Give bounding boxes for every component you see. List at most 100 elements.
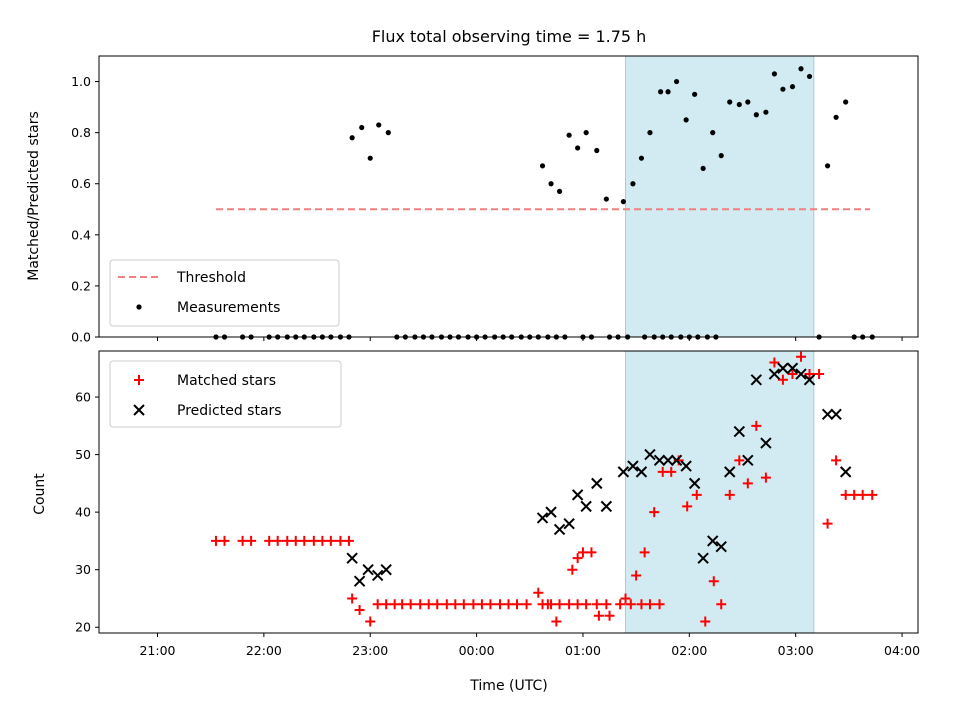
measurement-point — [349, 135, 355, 141]
matched-star-point — [787, 369, 798, 380]
predicted-star-point — [346, 552, 358, 564]
measurement-point — [843, 99, 849, 105]
measurement-point — [789, 84, 796, 90]
matched-star-point — [503, 599, 514, 610]
measurement-point — [658, 89, 664, 95]
y-tick-label: 0.4 — [71, 227, 91, 242]
measurement-point — [745, 99, 751, 105]
y-tick-label: 20 — [75, 620, 91, 635]
matched-star-point — [620, 593, 631, 604]
legend-matched-swatch — [134, 375, 144, 385]
measurement-point — [798, 66, 804, 72]
matched-star-point — [734, 455, 745, 466]
y-tick-label: 0.8 — [71, 125, 91, 140]
matched-star-point — [458, 599, 469, 610]
matched-star-point — [343, 535, 354, 546]
matched-star-point — [567, 564, 578, 575]
predicted-star-point — [353, 575, 366, 587]
matched-star-point — [246, 535, 257, 546]
matched-star-point — [796, 351, 806, 362]
measurement-point — [780, 86, 786, 92]
legend-measurement-swatch — [136, 304, 142, 310]
top-y-axis-label: Matched/Predicted stars — [26, 111, 42, 281]
matched-star-point — [840, 489, 851, 500]
top-plot-frame — [98, 55, 919, 338]
measurement-point — [359, 124, 365, 131]
predicted-star-point — [653, 454, 666, 467]
measurement-point — [692, 91, 698, 97]
matched-star-point — [657, 466, 668, 477]
matched-star-point — [639, 547, 650, 558]
predicted-star-point — [362, 563, 374, 576]
predicted-star-point — [600, 500, 613, 513]
measurement-point — [833, 114, 839, 120]
matched-star-point — [831, 455, 842, 466]
matched-star-point — [335, 535, 346, 546]
matched-star-point — [631, 570, 642, 581]
measurement-point — [763, 109, 769, 115]
predicted-star-point — [697, 552, 709, 564]
matched-star-point — [751, 420, 762, 431]
matched-star-point — [666, 466, 677, 477]
matched-star-point — [325, 535, 336, 546]
measurement-point — [385, 130, 391, 136]
predicted-star-point — [635, 466, 648, 478]
matched-star-point — [615, 599, 626, 610]
matched-star-point — [581, 599, 592, 610]
predicted-star-point — [724, 466, 736, 478]
y-tick-label: 40 — [75, 505, 91, 520]
matched-star-point — [708, 576, 719, 587]
legend-matched-label: Matched stars — [177, 373, 276, 389]
predicted-star-point — [662, 454, 674, 467]
matched-star-point — [591, 599, 602, 610]
matched-star-point — [564, 599, 575, 610]
measurement-point — [638, 155, 645, 161]
measurement-point — [376, 122, 382, 128]
matched-star-point — [804, 369, 815, 380]
matched-star-point — [308, 535, 319, 546]
measurement-point — [673, 78, 680, 85]
matched-star-point — [397, 599, 408, 610]
matched-star-point — [867, 489, 878, 500]
measurement-point — [566, 132, 572, 138]
predicted-star-point — [371, 569, 384, 582]
matched-star-point — [264, 535, 275, 546]
measurement-point — [539, 163, 546, 169]
measurement-point — [647, 130, 653, 136]
matched-star-point — [742, 478, 753, 489]
legend-measurement-label: Measurements — [177, 300, 280, 316]
matched-star-point — [625, 599, 636, 610]
matched-star-point — [586, 547, 597, 558]
predicted-star-point — [742, 454, 754, 467]
matched-star-point — [604, 610, 615, 621]
predicted-star-point — [545, 506, 557, 518]
predicted-star-point — [553, 523, 566, 536]
measurement-point — [736, 101, 742, 108]
measurement-point — [718, 153, 724, 159]
matched-star-point — [554, 599, 565, 610]
predicted-star-point — [795, 368, 807, 380]
predicted-star-point — [627, 460, 639, 472]
matched-star-point — [572, 599, 583, 610]
legend-threshold-label: Threshold — [176, 270, 246, 286]
predicted-star-point — [680, 460, 692, 472]
measurement-point — [700, 165, 706, 171]
top-panel: 0.0 0.2 0.4 0.6 0.8 1.0 Threshold Measurements — [71, 55, 919, 345]
matched-star-point — [777, 374, 788, 385]
bottom-y-axis-label: Count — [32, 473, 48, 515]
y-tick-label: 0.2 — [71, 278, 91, 293]
x-tick-label: 00:00 — [459, 643, 495, 658]
matched-star-point — [691, 489, 702, 500]
matched-star-point — [682, 501, 693, 512]
matched-star-point — [405, 599, 416, 610]
x-tick-label: 03:00 — [778, 643, 814, 658]
predicted-star-point — [733, 425, 746, 438]
matched-star-point — [237, 535, 248, 546]
matched-star-point — [272, 535, 283, 546]
x-axis-label: Time (UTC) — [469, 678, 547, 694]
matched-star-point — [542, 599, 553, 610]
matched-star-point — [282, 535, 293, 546]
measurement-point — [367, 155, 373, 161]
